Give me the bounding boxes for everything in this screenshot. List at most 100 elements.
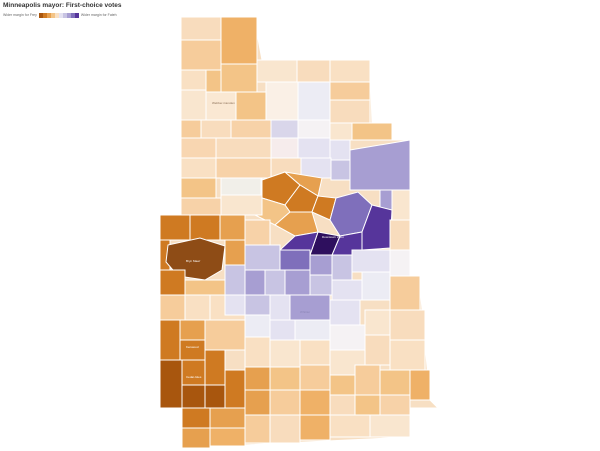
precinct xyxy=(235,91,267,121)
precinct xyxy=(181,384,206,409)
legend-right-label: Wider margin for Fateh xyxy=(80,13,117,17)
precinct xyxy=(200,119,232,139)
precinct xyxy=(389,219,411,251)
precinct xyxy=(297,119,331,139)
map-label-kenwood: Kenwood xyxy=(186,345,199,349)
legend-swatch xyxy=(74,12,79,18)
precinct xyxy=(181,359,206,386)
legend-swatch xyxy=(58,12,63,18)
precinct xyxy=(369,414,411,438)
precinct xyxy=(215,157,272,179)
map-label-downtown-west: Downtown West xyxy=(322,235,344,239)
precinct xyxy=(209,427,246,447)
legend-swatch xyxy=(42,12,47,18)
precinct xyxy=(159,359,183,409)
precinct xyxy=(379,394,411,416)
precinct xyxy=(297,81,331,121)
precinct xyxy=(179,319,206,341)
precinct xyxy=(244,414,271,444)
precinct xyxy=(269,389,301,416)
precinct xyxy=(361,204,393,251)
precinct xyxy=(204,319,246,351)
precinct xyxy=(180,16,222,41)
map-label-whittier: Whittier xyxy=(300,310,310,314)
precinct xyxy=(329,99,371,124)
legend-swatch xyxy=(46,12,51,18)
precinct xyxy=(329,324,366,351)
precinct xyxy=(180,197,222,216)
precinct xyxy=(279,249,311,271)
precinct xyxy=(244,294,271,316)
precinct xyxy=(181,427,211,449)
precinct xyxy=(269,319,296,341)
precinct xyxy=(389,275,421,311)
precinct xyxy=(256,59,298,83)
near-north-precincts xyxy=(180,171,337,237)
legend-color-scale xyxy=(38,12,79,18)
precinct xyxy=(354,364,381,396)
precinct xyxy=(220,63,258,93)
north-precincts xyxy=(180,16,272,199)
precinct xyxy=(224,369,246,409)
precinct xyxy=(296,59,331,83)
precinct xyxy=(244,219,271,246)
precinct xyxy=(270,137,299,159)
precinct xyxy=(364,334,391,366)
precinct xyxy=(299,339,331,366)
northeast-precincts xyxy=(256,59,411,216)
precinct xyxy=(189,214,221,241)
precinct xyxy=(299,364,331,391)
precinct xyxy=(180,89,207,121)
legend-swatch xyxy=(54,12,59,18)
precinct xyxy=(159,269,186,296)
precinct xyxy=(180,137,217,159)
precinct xyxy=(244,314,271,338)
precinct xyxy=(297,137,331,159)
precinct xyxy=(205,91,237,121)
precinct xyxy=(180,119,202,139)
precinct xyxy=(184,279,226,296)
legend-swatch xyxy=(38,12,43,18)
precinct xyxy=(329,414,371,438)
legend-swatch xyxy=(66,12,71,18)
precinct xyxy=(364,309,391,336)
legend-swatch xyxy=(50,12,55,18)
precinct xyxy=(391,189,411,221)
precinct xyxy=(180,177,217,199)
precinct xyxy=(244,244,281,271)
precinct xyxy=(331,279,363,301)
precinct xyxy=(409,369,431,401)
precinct xyxy=(329,394,356,416)
precinct xyxy=(289,294,331,321)
precinct xyxy=(224,294,246,316)
map-title: Minneapolis mayor: First-choice votes xyxy=(3,2,122,9)
map-label-webber-camden: Webber-Camden xyxy=(212,101,235,105)
precinct xyxy=(329,374,356,396)
precinct xyxy=(180,69,207,91)
map-label-cedar-isles: Cedar-Isles xyxy=(186,375,202,379)
precinct xyxy=(219,214,246,241)
precinct xyxy=(159,319,181,361)
precinct xyxy=(204,384,226,409)
precinct xyxy=(180,157,217,179)
precinct xyxy=(269,414,301,444)
central-precincts xyxy=(224,189,411,351)
precinct xyxy=(329,122,353,141)
precinct xyxy=(351,122,393,141)
precinct xyxy=(379,369,411,396)
precinct xyxy=(179,339,206,361)
precinct xyxy=(209,407,246,429)
precinct xyxy=(204,349,226,386)
precinct xyxy=(269,339,301,368)
precinct xyxy=(361,271,391,301)
color-legend: Wider margin for Frey Wider margin for F… xyxy=(3,12,117,18)
precinct xyxy=(309,254,333,276)
precinct xyxy=(284,269,311,296)
precinct xyxy=(309,274,333,296)
precinct xyxy=(205,69,222,93)
precinct xyxy=(220,16,258,65)
precinct xyxy=(351,249,391,273)
precinct xyxy=(269,294,291,321)
precinct xyxy=(389,309,426,341)
